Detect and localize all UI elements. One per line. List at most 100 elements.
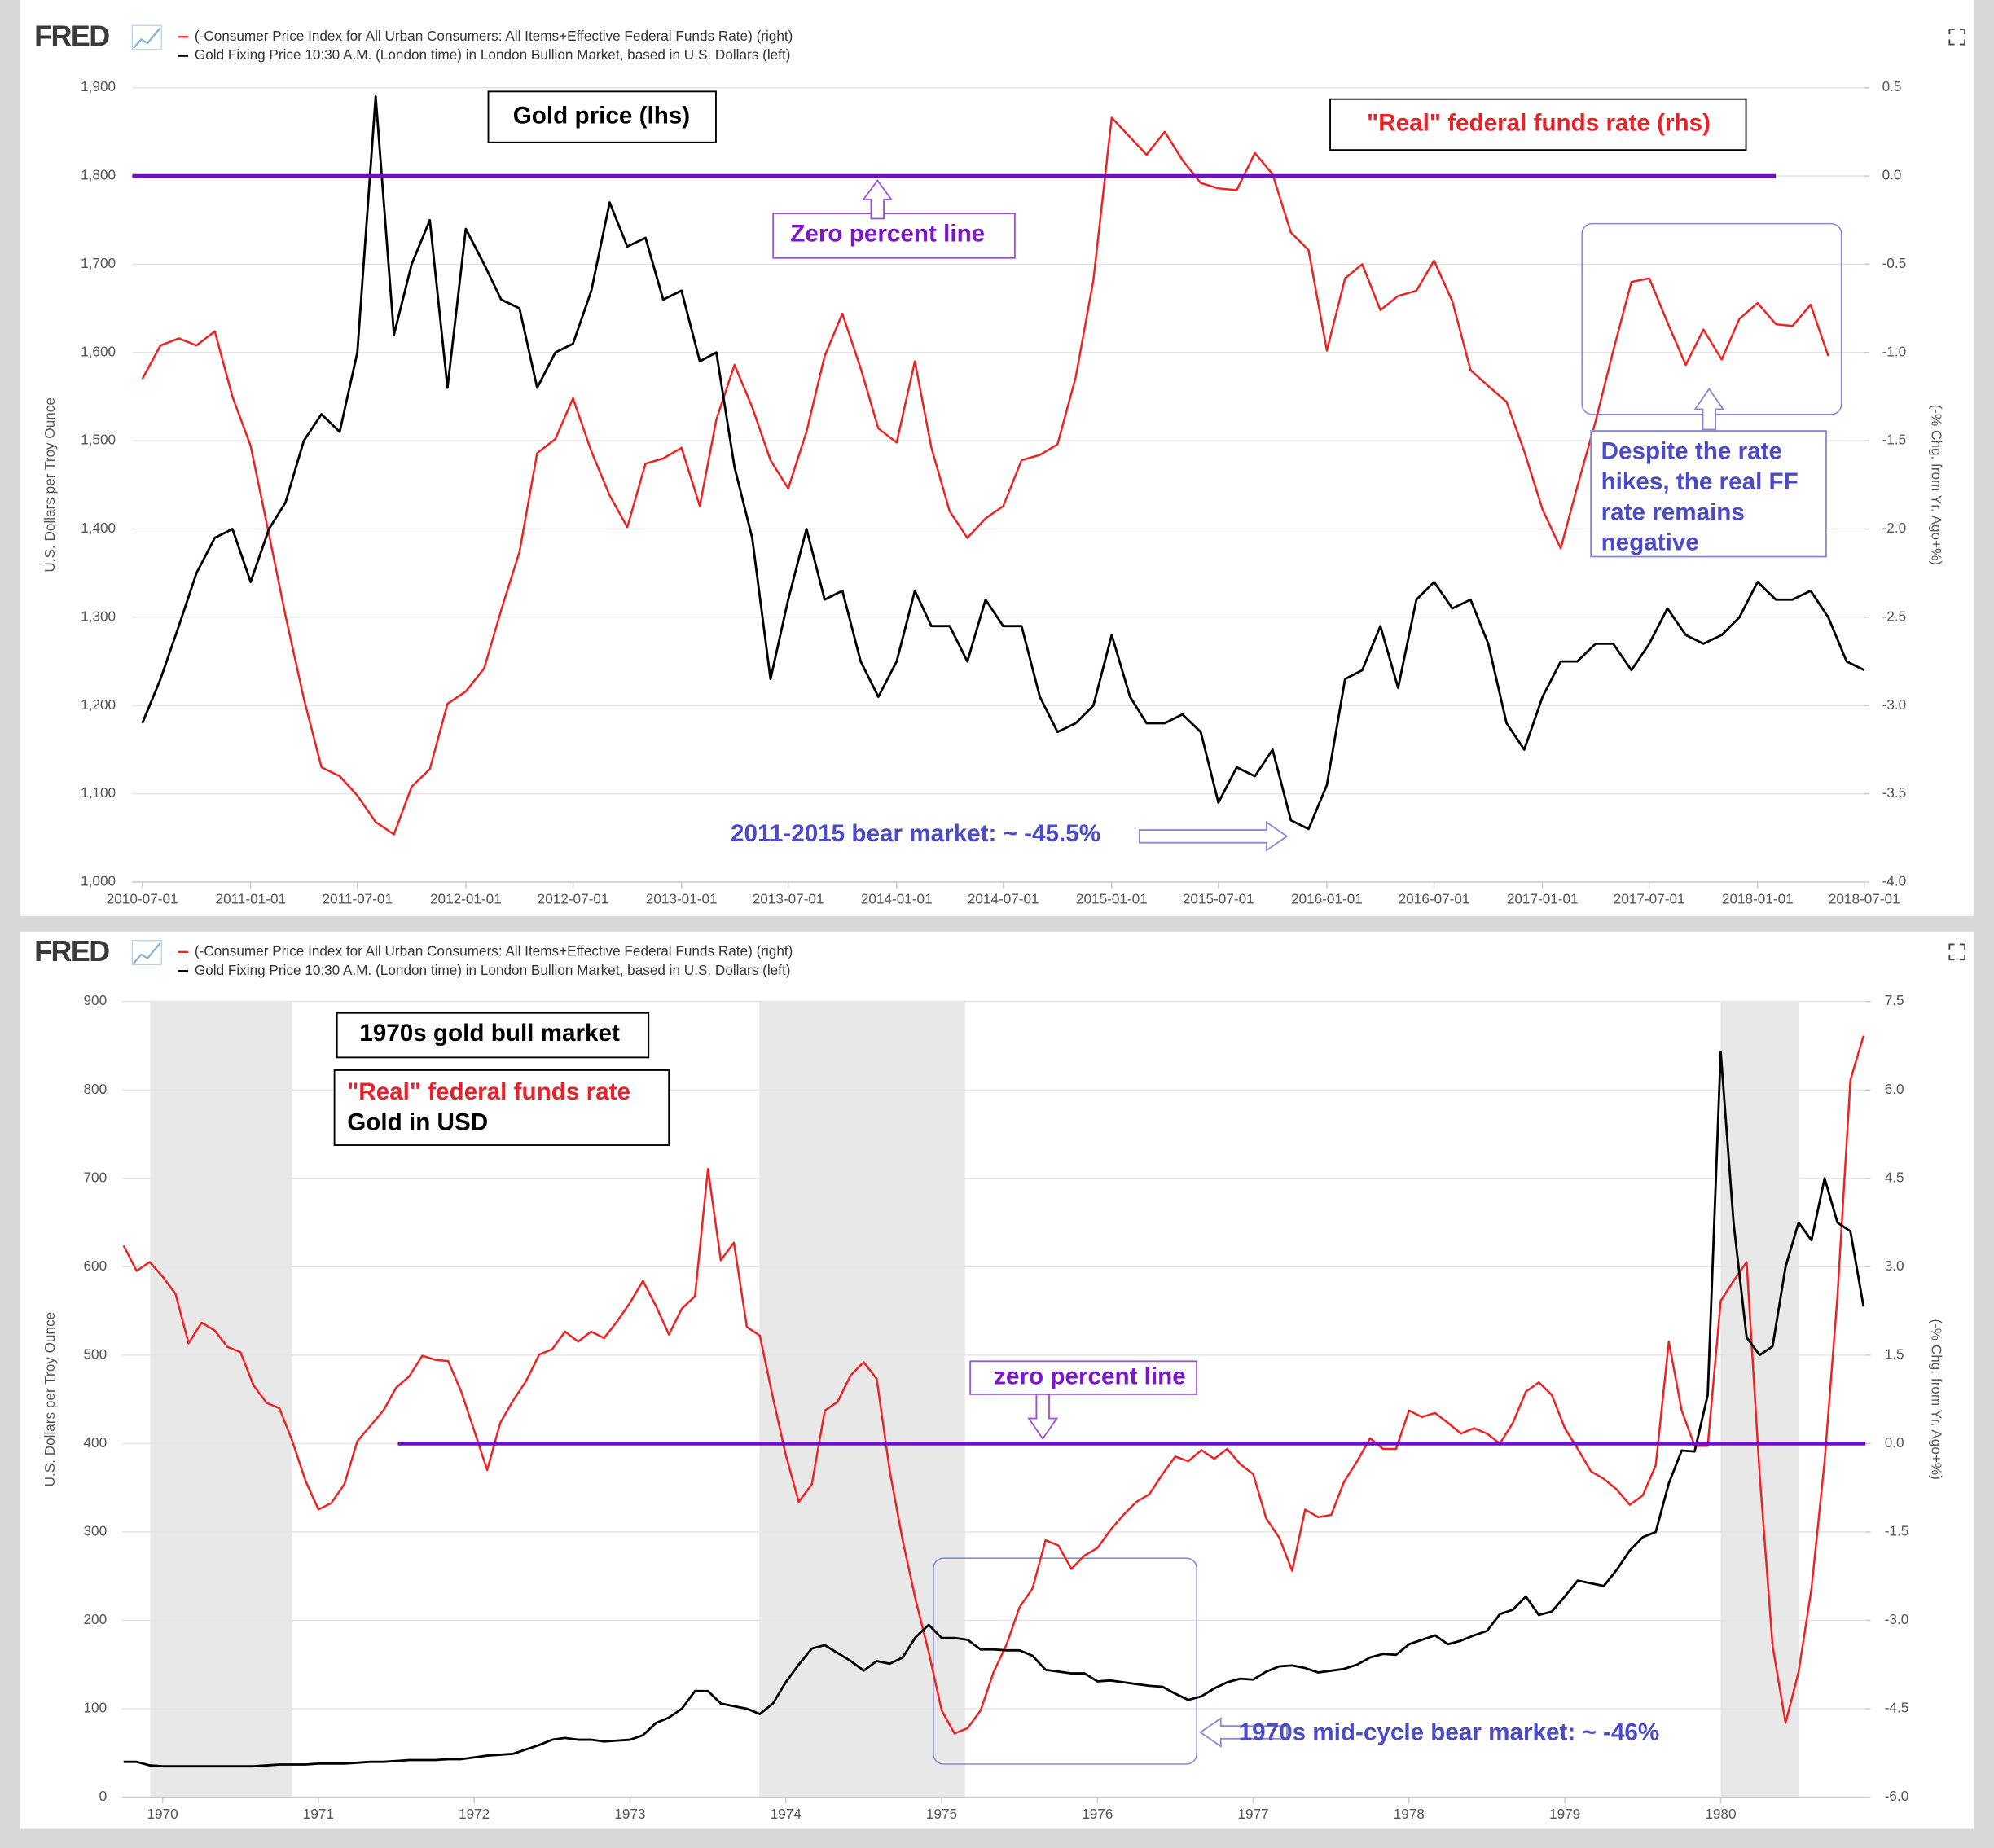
arrow [1138, 820, 1289, 852]
annotation-box [1329, 98, 1747, 151]
y-axis-label: U.S. Dollars per Troy Ounce [42, 397, 58, 572]
fred-logo: FRED [34, 20, 109, 52]
x-tick-label: 2012-07-01 [538, 890, 609, 906]
annotation-box [969, 1360, 1198, 1395]
y-tick-label: 1,000 [81, 873, 116, 889]
annotation: Gold price (lhs) [513, 102, 690, 129]
y-tick-label: 1,700 [81, 255, 116, 271]
y2-tick-label: -6.0 [1885, 1788, 1909, 1804]
y-tick-label: 1,100 [81, 784, 116, 801]
y-tick-label: 200 [84, 1611, 108, 1627]
fullscreen-button[interactable] [1948, 28, 1966, 46]
data-line [141, 95, 1865, 831]
y2-tick-label: -1.0 [1882, 343, 1907, 359]
x-tick-label: 1974 [771, 1806, 802, 1822]
annotation-box [772, 213, 1016, 259]
annotation: "Real" federal funds rate [347, 1078, 630, 1105]
legend-entry: Gold Fixing Price 10:30 A.M. (London tim… [195, 46, 791, 63]
data-line [123, 1051, 1865, 1768]
fullscreen-button[interactable] [1948, 943, 1966, 961]
x-tick-label: 2015-01-01 [1076, 890, 1148, 906]
logo-icon [133, 942, 161, 964]
y-tick-label: 1,600 [81, 343, 116, 359]
y2-tick-label: -1.5 [1885, 1522, 1909, 1539]
y2-tick-label: -4.0 [1882, 873, 1907, 889]
y2-tick-label: 3.0 [1885, 1258, 1904, 1274]
y-tick-label: 500 [84, 1345, 108, 1362]
legend-entry: Gold Fixing Price 10:30 A.M. (London tim… [195, 962, 791, 978]
y2-tick-label: 0.5 [1882, 78, 1902, 94]
y-tick-label: 1,200 [81, 696, 116, 713]
y-tick-label: 1,500 [81, 432, 116, 448]
legend-entry: (-Consumer Price Index for All Urban Con… [195, 942, 793, 959]
y2-tick-label: 0.0 [1882, 167, 1902, 183]
recession-band [150, 1001, 292, 1798]
y2-tick-label: 1.5 [1885, 1345, 1904, 1362]
arrow [1693, 387, 1725, 431]
x-tick-label: 2011-07-01 [322, 890, 393, 906]
arrow [1027, 1393, 1059, 1441]
annotation: Gold in USD [347, 1108, 488, 1135]
x-tick-label: 1978 [1394, 1806, 1425, 1822]
data-line [141, 116, 1829, 836]
arrow [862, 179, 894, 220]
y-tick-label: 600 [84, 1258, 108, 1274]
x-tick-label: 1971 [303, 1806, 334, 1822]
x-tick-label: 2017-01-01 [1507, 890, 1579, 906]
annotation-box [487, 90, 717, 143]
y-tick-label: 700 [84, 1169, 108, 1185]
x-tick-label: 2017-07-01 [1614, 890, 1685, 906]
y2-tick-label: 0.0 [1885, 1434, 1904, 1451]
recession-band [1720, 1001, 1799, 1798]
x-tick-label: 2018-07-01 [1829, 890, 1900, 906]
annotation: 1970s mid-cycle bear market: ~ -46% [1239, 1719, 1660, 1745]
x-tick-label: 2015-07-01 [1183, 890, 1254, 906]
annotation: Despite the rate [1601, 437, 1782, 464]
y-tick-label: 0 [99, 1788, 108, 1804]
x-tick-label: 2014-07-01 [968, 890, 1039, 906]
y-tick-label: 1,400 [81, 520, 116, 536]
legend-entry: (-Consumer Price Index for All Urban Con… [195, 28, 793, 44]
x-tick-label: 2016-07-01 [1399, 890, 1470, 906]
x-tick-label: 1980 [1705, 1806, 1736, 1822]
x-tick-label: 1972 [459, 1806, 490, 1822]
annotation: rate remains [1601, 498, 1745, 525]
x-tick-label: 2014-01-01 [861, 890, 933, 906]
logo-icon-frame [131, 24, 162, 50]
y-tick-label: 1,800 [81, 167, 116, 183]
y2-tick-label: -3.0 [1882, 696, 1907, 713]
y2-tick-label: 7.5 [1885, 992, 1904, 1008]
y2-tick-label: -1.5 [1882, 432, 1907, 448]
x-tick-label: 1976 [1082, 1806, 1113, 1822]
y-tick-label: 400 [84, 1434, 108, 1451]
y2-axis-label: (-% Chg. from Yr. Ago+%) [1929, 1319, 1945, 1479]
x-tick-label: 1975 [926, 1806, 957, 1822]
x-tick-label: 2013-07-01 [753, 890, 824, 906]
x-tick-label: 2012-01-01 [430, 890, 502, 906]
logo-icon [133, 27, 161, 50]
annotation-box [1590, 430, 1827, 558]
y2-tick-label: -2.5 [1882, 608, 1907, 624]
y-tick-label: 1,300 [81, 608, 116, 624]
y2-tick-label: -0.5 [1882, 255, 1907, 271]
annotation: hikes, the real FF [1601, 468, 1799, 495]
x-tick-label: 2016-01-01 [1291, 890, 1363, 906]
y2-tick-label: -4.5 [1885, 1700, 1909, 1716]
annotation: negative [1601, 529, 1699, 556]
y-axis-label: U.S. Dollars per Troy Ounce [42, 1312, 58, 1486]
arrow [1199, 1717, 1288, 1748]
y-tick-label: 100 [84, 1700, 108, 1716]
y2-axis-label: (-% Chg. from Yr. Ago+%) [1929, 405, 1945, 565]
x-tick-label: 1973 [614, 1806, 645, 1822]
annotation: 1970s gold bull market [359, 1020, 620, 1047]
x-tick-label: 2018-01-01 [1722, 890, 1794, 906]
y2-tick-label: -2.0 [1882, 520, 1907, 536]
y-tick-label: 300 [84, 1522, 108, 1539]
annotation: Zero percent line [790, 221, 985, 248]
x-tick-label: 1970 [147, 1806, 178, 1822]
annotation-box [336, 1012, 650, 1059]
logo-icon-frame [131, 940, 162, 966]
x-tick-label: 1977 [1237, 1806, 1268, 1822]
